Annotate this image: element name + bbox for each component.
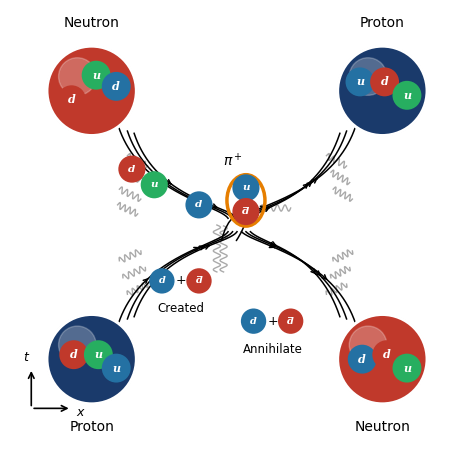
Circle shape [346, 68, 374, 95]
Text: Neutron: Neutron [64, 17, 119, 31]
Text: t: t [24, 351, 28, 364]
Circle shape [142, 172, 167, 197]
Circle shape [47, 315, 137, 404]
Text: u: u [403, 90, 411, 101]
Text: d: d [128, 165, 136, 174]
Text: Proton: Proton [360, 17, 405, 31]
Circle shape [242, 310, 265, 333]
Circle shape [279, 310, 302, 333]
Circle shape [349, 346, 375, 373]
Circle shape [337, 46, 427, 135]
Text: u: u [94, 349, 102, 360]
Circle shape [393, 355, 420, 382]
Circle shape [82, 62, 109, 89]
Text: u: u [242, 184, 250, 193]
Text: d: d [112, 81, 120, 92]
Text: d̅: d̅ [242, 207, 250, 216]
Circle shape [337, 315, 427, 404]
Circle shape [393, 82, 420, 109]
Text: d: d [70, 349, 78, 360]
Circle shape [150, 269, 173, 292]
Text: +: + [267, 315, 278, 328]
Circle shape [374, 341, 400, 368]
Text: d: d [358, 354, 366, 364]
Circle shape [186, 192, 211, 217]
Circle shape [233, 176, 258, 200]
Circle shape [60, 341, 87, 368]
Text: Neutron: Neutron [355, 419, 410, 433]
Text: d: d [383, 349, 391, 360]
Circle shape [371, 68, 398, 95]
Text: d: d [381, 76, 389, 87]
Text: Created: Created [157, 302, 205, 315]
Text: x: x [76, 406, 83, 419]
Text: d: d [195, 200, 202, 209]
Circle shape [59, 58, 96, 95]
Circle shape [103, 73, 130, 100]
Text: u: u [403, 363, 411, 374]
Text: $\pi^+$: $\pi^+$ [223, 152, 243, 169]
Circle shape [187, 269, 210, 292]
Circle shape [119, 157, 145, 182]
Text: u: u [356, 76, 364, 87]
Circle shape [103, 355, 130, 382]
Circle shape [59, 326, 96, 364]
Text: d̅: d̅ [196, 276, 202, 285]
Circle shape [58, 86, 85, 113]
Text: u: u [112, 363, 120, 374]
Circle shape [47, 46, 137, 135]
Circle shape [233, 199, 258, 224]
Text: u: u [92, 70, 100, 81]
Text: Annihilate: Annihilate [243, 342, 303, 356]
Circle shape [349, 58, 387, 95]
Text: d: d [68, 94, 75, 105]
Text: d̅: d̅ [287, 317, 294, 326]
Text: Proton: Proton [69, 419, 114, 433]
Text: d: d [250, 317, 257, 326]
Circle shape [85, 341, 112, 368]
Circle shape [349, 326, 387, 364]
Text: u: u [151, 180, 158, 189]
Text: +: + [176, 274, 186, 288]
Text: d: d [158, 276, 165, 285]
